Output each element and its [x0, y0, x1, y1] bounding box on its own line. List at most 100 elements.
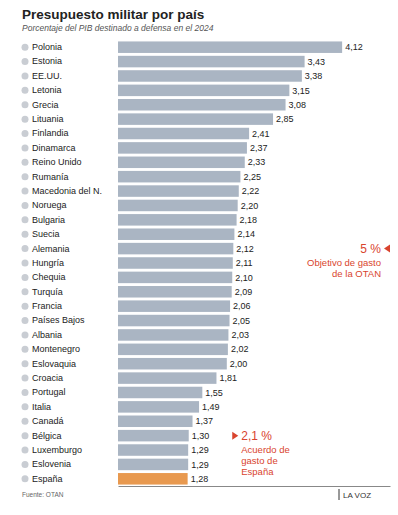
data-label: 2,06 — [233, 301, 251, 311]
y-tick: Croacia — [32, 373, 63, 383]
y-tick: Chequia — [32, 272, 66, 282]
y-tick: Grecia — [32, 100, 59, 110]
y-tick-label: Dinamarca — [32, 143, 76, 153]
y-tick-label: Finlandia — [32, 128, 69, 138]
data-label: 2,02 — [231, 344, 249, 354]
bar — [118, 416, 193, 428]
bar — [118, 243, 233, 255]
flag-icon — [22, 44, 29, 51]
y-tick-label: Chequia — [32, 272, 66, 282]
data-label: 3,08 — [289, 100, 307, 110]
y-tick-label: Estonia — [32, 56, 62, 66]
annotation-text: de la OTAN — [332, 268, 381, 279]
data-label: 1,81 — [219, 373, 237, 383]
data-label: 2,41 — [252, 129, 270, 139]
flag-icon — [22, 274, 29, 281]
y-tick: Eslovaquia — [32, 359, 76, 369]
bar — [118, 228, 234, 240]
y-tick-label: Polonia — [32, 42, 62, 52]
data-label: 2,03 — [231, 330, 249, 340]
bar — [118, 171, 240, 183]
data-label: 1,30 — [192, 431, 210, 441]
data-label: 3,15 — [292, 86, 310, 96]
bar — [118, 56, 305, 68]
y-tick: Macedonia del N. — [32, 186, 102, 196]
data-label: 2,18 — [240, 215, 258, 225]
data-label: 2,11 — [236, 258, 253, 268]
y-tick: Rumanía — [32, 172, 69, 182]
y-tick: Noruega — [32, 200, 67, 210]
y-tick: Polonia — [32, 42, 62, 52]
y-tick: Finlandia — [32, 128, 69, 138]
y-tick: EE.UU. — [32, 71, 62, 81]
flag-icon — [22, 116, 29, 123]
y-tick-label: Montenegro — [32, 344, 80, 354]
bar — [118, 128, 249, 140]
flag-icon — [22, 461, 29, 468]
y-axis: PoloniaEstoniaEE.UU.LetoniaGreciaLituani… — [32, 42, 102, 484]
bar — [118, 300, 230, 312]
y-tick-label: Alemania — [32, 243, 70, 253]
flag-icon — [22, 144, 29, 151]
y-tick-label: España — [32, 474, 63, 484]
y-tick-label: Eslovaquia — [32, 359, 76, 369]
annotations: 5 %Objetivo de gastode la OTAN2,1 %Acuer… — [232, 242, 390, 477]
data-label: 1,37 — [196, 416, 214, 426]
y-tick: Italia — [32, 402, 51, 412]
y-tick-label: Francia — [32, 301, 62, 311]
y-tick-label: Hungría — [32, 258, 64, 268]
y-tick: Portugal — [32, 387, 66, 397]
y-tick-label: Bulgaria — [32, 215, 65, 225]
y-tick-label: Portugal — [32, 387, 66, 397]
y-tick: Francia — [32, 301, 62, 311]
x-axis-line — [119, 486, 391, 487]
flag-icon — [22, 101, 29, 108]
y-tick-label: Albania — [32, 330, 62, 340]
data-label: 2,85 — [276, 114, 294, 124]
annotation-marker — [384, 245, 390, 253]
bar — [118, 70, 302, 82]
data-label: 1,29 — [191, 460, 209, 470]
flag-icon — [22, 317, 29, 324]
title: Presupuesto militar por país — [22, 7, 204, 22]
source: Fuente: OTAN — [22, 491, 64, 498]
annotation-text: gasto de — [241, 455, 277, 466]
data-label: 2,00 — [230, 359, 248, 369]
data-label: 2,12 — [236, 244, 254, 254]
y-tick-label: Bélgica — [32, 431, 62, 441]
data-label: 3,38 — [305, 71, 323, 81]
bar — [118, 473, 188, 485]
flag-icon — [22, 360, 29, 367]
bar — [118, 315, 230, 327]
data-label: 1,29 — [191, 445, 209, 455]
annotation-text: Objetivo de gasto — [307, 257, 381, 268]
y-tick: Montenegro — [32, 344, 80, 354]
data-label: 2,10 — [235, 273, 253, 283]
data-label: 1,49 — [202, 402, 220, 412]
data-label: 4,12 — [345, 42, 363, 52]
flag-icon — [22, 260, 29, 267]
bar — [118, 214, 237, 226]
y-tick-label: Lituania — [32, 114, 64, 124]
bar — [118, 41, 342, 53]
flag-icon — [22, 216, 29, 223]
flag-icon — [22, 331, 29, 338]
background — [0, 0, 398, 515]
credit: LA VOZ — [343, 491, 371, 500]
y-tick: Reino Unido — [32, 157, 82, 167]
flag-icon — [22, 130, 29, 137]
y-tick-label: Países Bajos — [32, 315, 85, 325]
bar — [118, 430, 189, 442]
data-label: 2,09 — [235, 287, 253, 297]
bar — [118, 85, 289, 97]
y-tick: Albania — [32, 330, 62, 340]
y-tick-label: Eslovenia — [32, 459, 71, 469]
y-tick-label: Macedonia del N. — [32, 186, 102, 196]
flag-icon — [22, 432, 29, 439]
flag-icon — [22, 231, 29, 238]
data-label: 2,37 — [250, 143, 268, 153]
flag-icon — [22, 245, 29, 252]
bar — [118, 329, 228, 341]
data-label: 2,14 — [237, 229, 255, 239]
flag-icon — [22, 375, 29, 382]
